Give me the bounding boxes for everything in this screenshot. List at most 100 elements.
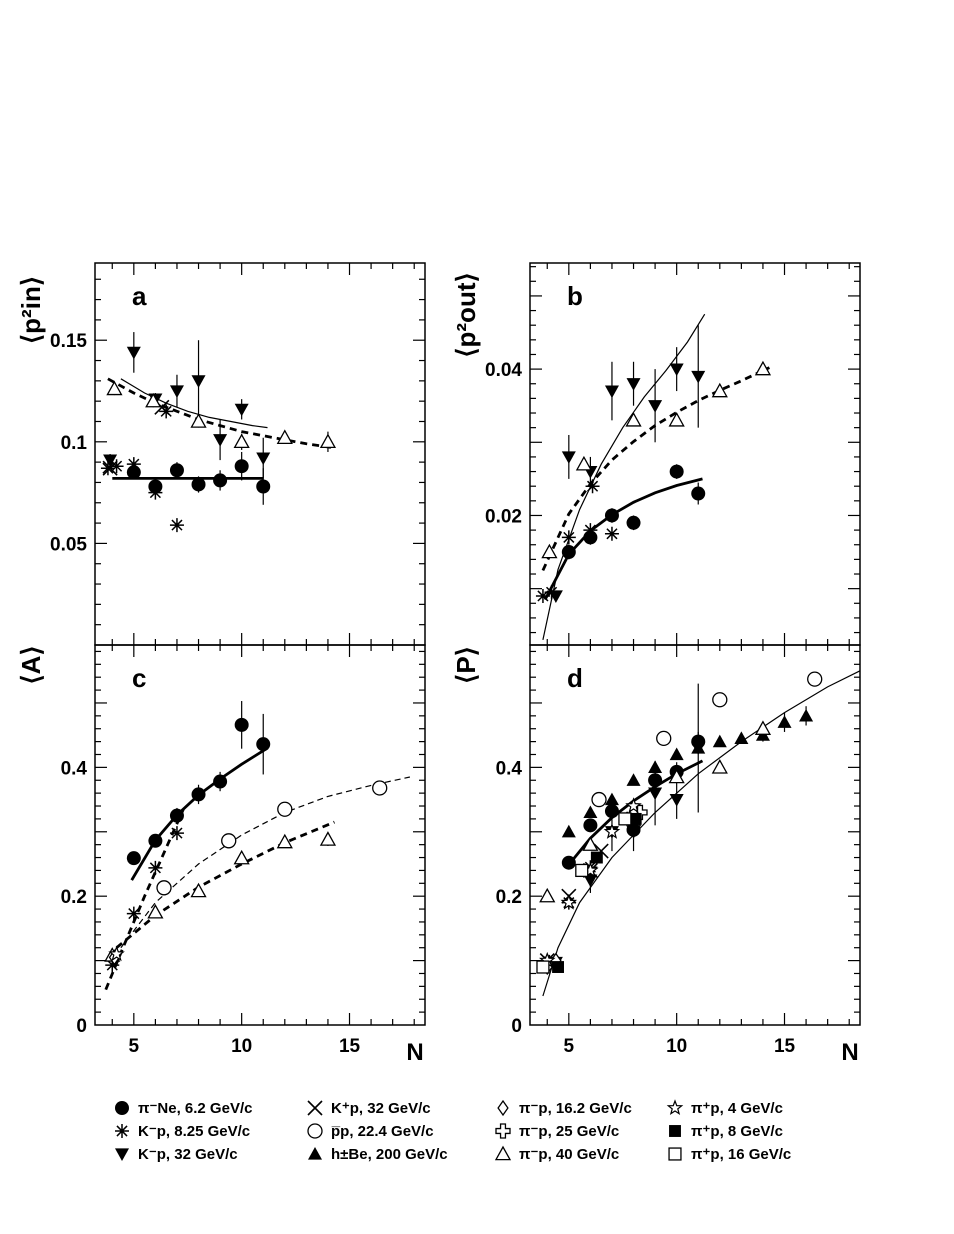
y-tick-label: 0.1	[61, 433, 88, 454]
data-point	[575, 863, 589, 878]
data-point	[148, 860, 163, 875]
data-point	[108, 945, 125, 962]
data-point	[256, 452, 271, 466]
data-point	[234, 717, 249, 732]
panel-label: d	[567, 663, 583, 693]
legend-item: h±Be, 200 GeV/c	[305, 1144, 448, 1164]
data-point	[213, 434, 228, 447]
legend-label: h±Be, 200 GeV/c	[331, 1145, 448, 1163]
data-point	[105, 958, 120, 973]
legend-label: π⁻p, 25 GeV/c	[519, 1123, 620, 1140]
data-point	[604, 804, 619, 819]
data-point	[276, 429, 293, 444]
data-point	[585, 479, 600, 494]
legend-item: π⁻p, 25 GeV/c	[493, 1121, 619, 1141]
data-point	[126, 851, 141, 866]
legend-symbol	[115, 1101, 129, 1115]
data-point	[625, 411, 642, 427]
data-point	[169, 808, 184, 823]
data-point	[668, 768, 685, 784]
data-point	[190, 413, 207, 428]
data-point	[147, 903, 164, 919]
data-point	[560, 893, 578, 910]
legend-label: π⁺p, 4 GeV/c	[691, 1100, 783, 1117]
data-point	[777, 715, 792, 728]
data-point	[626, 773, 641, 786]
y-tick-label: 0.2	[61, 887, 87, 908]
data-point	[126, 457, 141, 472]
data-point	[604, 792, 619, 806]
data-point	[256, 737, 271, 752]
data-point	[668, 411, 685, 427]
plot-frame	[529, 262, 861, 646]
data-point	[169, 463, 184, 478]
data-point	[648, 760, 663, 773]
fit-curve	[542, 670, 861, 997]
legend-marker	[115, 1101, 129, 1115]
data-point	[754, 360, 772, 376]
data-point	[536, 960, 550, 974]
data-point	[319, 433, 337, 449]
legend-symbol	[666, 1099, 684, 1116]
x-tick-label: 10	[666, 1036, 687, 1057]
data-point	[669, 363, 684, 377]
y-axis-label: ⟨p²out⟩	[451, 272, 481, 357]
legend-item: π⁺p, 16 GeV/c	[665, 1144, 791, 1164]
data-point	[712, 692, 728, 708]
data-point	[604, 508, 619, 523]
plot-frame	[94, 644, 426, 1026]
data-point	[148, 833, 163, 848]
fit-curve	[120, 378, 268, 429]
data-point	[734, 731, 749, 744]
legend-marker	[494, 1145, 512, 1161]
legend-symbol	[307, 1123, 323, 1139]
data-point	[626, 826, 641, 839]
data-point	[233, 433, 250, 449]
data-point	[583, 818, 598, 833]
data-point	[582, 836, 599, 851]
data-point	[604, 526, 619, 541]
data-point	[148, 485, 163, 500]
legend-item: K⁻p, 32 GeV/c	[112, 1144, 238, 1164]
data-point	[648, 400, 663, 413]
data-point	[535, 588, 550, 603]
data-point	[191, 375, 206, 388]
data-point	[561, 530, 576, 545]
data-point	[669, 793, 684, 807]
data-point	[276, 833, 293, 849]
legend-symbol	[669, 1125, 681, 1137]
data-point	[145, 392, 162, 408]
fit-curve	[104, 808, 185, 991]
data-point	[629, 812, 642, 825]
data-point	[106, 380, 123, 396]
x-tick-label: 10	[231, 1036, 252, 1057]
legend-marker	[669, 1125, 681, 1137]
legend-item: π⁺p, 8 GeV/c	[665, 1121, 783, 1141]
y-tick-label: 0.4	[61, 758, 88, 779]
y-tick-label: 0.2	[496, 887, 522, 908]
x-tick-label: 5	[564, 1036, 575, 1057]
data-point	[669, 464, 684, 479]
data-point	[583, 805, 598, 819]
panel-label: a	[132, 281, 147, 311]
legend: π⁻Ne, 6.2 GeV/c K⁻p, 8.25 GeV/c K⁻p, 32 Ge…	[0, 1090, 954, 1180]
y-tick-label: 0.15	[50, 331, 87, 352]
data-point	[618, 812, 632, 826]
y-tick-label: 0.04	[485, 360, 522, 381]
legend-marker	[115, 1148, 129, 1161]
x-axis-label: N	[406, 1039, 423, 1066]
x-tick-label: 15	[774, 1036, 796, 1057]
fit-curve	[120, 776, 411, 949]
panel-a: 0.05 0.1 0.15 a ⟨p²in⟩	[16, 262, 426, 646]
data-point	[234, 459, 249, 474]
data-point	[190, 882, 207, 898]
data-point	[169, 826, 184, 841]
data-point	[277, 801, 293, 817]
data-point	[103, 454, 118, 468]
data-point	[539, 887, 556, 903]
data-point	[156, 880, 172, 896]
legend-label: K⁺p, 32 GeV/c	[331, 1100, 431, 1117]
legend-symbol	[308, 1147, 322, 1160]
panel-label: b	[567, 281, 583, 311]
legend-item: π⁻p, 40 GeV/c	[493, 1144, 619, 1164]
